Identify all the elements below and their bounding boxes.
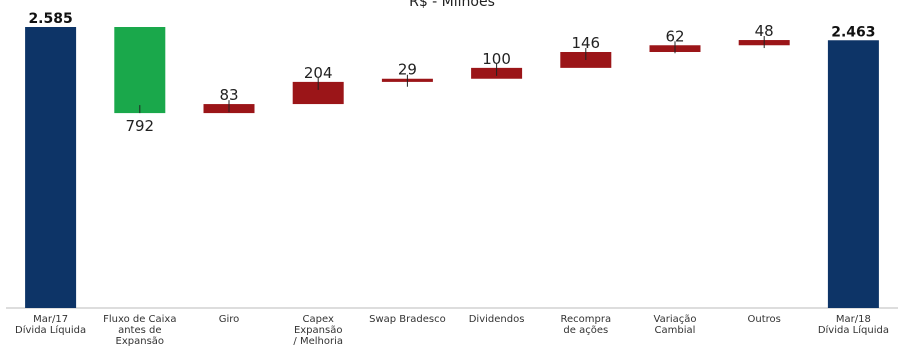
category-label-8: Outros bbox=[748, 314, 781, 325]
bar-0 bbox=[25, 27, 77, 308]
data-label-4: 29 bbox=[398, 61, 417, 79]
category-label-4: Swap Bradesco bbox=[369, 314, 446, 325]
data-label-1: 792 bbox=[125, 117, 154, 135]
data-label-6: 146 bbox=[571, 34, 600, 52]
category-label-5: Dividendos bbox=[469, 314, 525, 325]
bar-9 bbox=[827, 40, 879, 308]
bar-3 bbox=[292, 81, 344, 105]
data-label-3: 204 bbox=[304, 64, 333, 82]
category-label-0: Mar/17 Dívida Líquida bbox=[15, 314, 86, 336]
data-label-2: 83 bbox=[219, 86, 238, 104]
data-label-8: 48 bbox=[755, 22, 774, 40]
bar-1 bbox=[114, 27, 166, 114]
category-label-9: Mar/18 Dívida Líquida bbox=[818, 314, 889, 336]
category-label-1: Fluxo de Caixa antes de Expansão bbox=[103, 314, 176, 347]
category-label-3: Capex Expansão / Melhoria bbox=[293, 314, 343, 347]
chart-title: R$ - Milhões bbox=[409, 0, 495, 10]
data-label-9: 2.463 bbox=[831, 24, 875, 40]
data-label-5: 100 bbox=[482, 50, 511, 68]
category-label-6: Recompra de ações bbox=[560, 314, 611, 336]
data-label-0: 2.585 bbox=[28, 11, 72, 27]
category-label-7: Variação Cambial bbox=[654, 314, 697, 336]
category-label-2: Giro bbox=[219, 314, 240, 325]
data-label-7: 62 bbox=[665, 27, 684, 45]
